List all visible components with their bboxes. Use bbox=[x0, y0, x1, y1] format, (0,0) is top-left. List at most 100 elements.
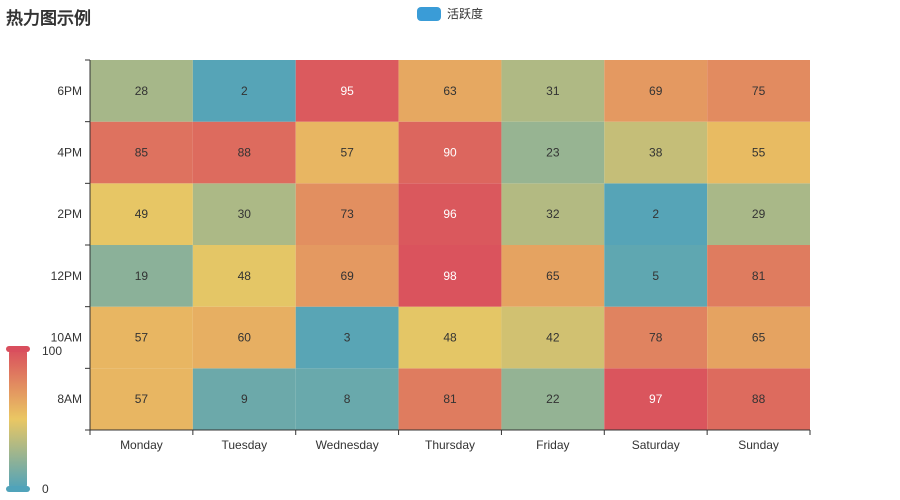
heatmap-cell-10AM-Wednesday bbox=[295, 306, 399, 369]
cell-value-label: 9 bbox=[241, 392, 248, 406]
heatmap-cell-2PM-Friday bbox=[501, 183, 605, 245]
visual-map-max-handle bbox=[6, 346, 30, 352]
cell-value-label: 22 bbox=[546, 392, 560, 406]
y-tick-label: 8AM bbox=[57, 392, 82, 406]
heatmap-cell-4PM-Thursday bbox=[398, 121, 502, 184]
heatmap-cell-6PM-Sunday bbox=[707, 60, 810, 122]
cell-value-label: 69 bbox=[340, 269, 354, 283]
heatmap-cell-6PM-Tuesday bbox=[192, 60, 296, 122]
heatmap-cell-12PM-Thursday bbox=[398, 245, 502, 307]
heatmap-cell-4PM-Wednesday bbox=[295, 121, 399, 184]
cell-value-label: 75 bbox=[752, 84, 766, 98]
heatmap-cell-12PM-Tuesday bbox=[192, 245, 296, 307]
cell-value-label: 63 bbox=[443, 84, 457, 98]
x-tick-label: Sunday bbox=[738, 438, 779, 452]
visual-map-bar bbox=[9, 349, 27, 489]
x-tick-label: Thursday bbox=[425, 438, 475, 452]
heatmap-cell-2PM-Sunday bbox=[707, 183, 810, 245]
cell-value-label: 32 bbox=[546, 207, 560, 221]
cell-value-label: 23 bbox=[546, 146, 560, 160]
cell-value-label: 65 bbox=[546, 269, 560, 283]
heatmap-cell-6PM-Saturday bbox=[604, 60, 708, 122]
heatmap-cell-12PM-Saturday bbox=[604, 245, 708, 307]
cell-value-label: 78 bbox=[649, 331, 663, 345]
x-tick-label: Monday bbox=[120, 438, 163, 452]
x-tick-label: Saturday bbox=[632, 438, 680, 452]
heatmap-cell-6PM-Wednesday bbox=[295, 60, 399, 122]
x-tick-label: Wednesday bbox=[316, 438, 379, 452]
heatmap-cell-12PM-Sunday bbox=[707, 245, 810, 307]
heatmap-cell-4PM-Sunday bbox=[707, 121, 810, 184]
heatmap-cell-8AM-Thursday bbox=[398, 368, 502, 430]
heatmap-cell-2PM-Thursday bbox=[398, 183, 502, 245]
heatmap-cell-10AM-Thursday bbox=[398, 306, 502, 369]
heatmap-cell-10AM-Friday bbox=[501, 306, 605, 369]
cell-value-label: 57 bbox=[135, 392, 149, 406]
heatmap-cell-10AM-Sunday bbox=[707, 306, 810, 369]
cell-value-label: 28 bbox=[135, 84, 149, 98]
heatmap-cell-2PM-Tuesday bbox=[192, 183, 296, 245]
cell-value-label: 48 bbox=[238, 269, 252, 283]
cell-value-label: 29 bbox=[752, 207, 766, 221]
heatmap-cell-8AM-Friday bbox=[501, 368, 605, 430]
legend[interactable]: 活跃度 bbox=[417, 5, 483, 22]
cell-value-label: 8 bbox=[344, 392, 351, 406]
cell-value-label: 31 bbox=[546, 84, 560, 98]
cell-value-label: 48 bbox=[443, 331, 457, 345]
cell-value-label: 19 bbox=[135, 269, 149, 283]
heatmap-cell-4PM-Monday bbox=[90, 121, 193, 184]
x-tick-label: Friday bbox=[536, 438, 569, 452]
cell-value-label: 96 bbox=[443, 207, 457, 221]
cell-value-label: 42 bbox=[546, 331, 560, 345]
cell-value-label: 57 bbox=[340, 146, 354, 160]
legend-label: 活跃度 bbox=[447, 7, 484, 21]
heatmap-cell-12PM-Wednesday bbox=[295, 245, 399, 307]
y-tick-label: 6PM bbox=[57, 84, 82, 98]
visual-map-min-handle bbox=[6, 486, 30, 492]
visual-map-min-label: 0 bbox=[42, 482, 49, 496]
heatmap-cell-6PM-Monday bbox=[90, 60, 193, 122]
cell-value-label: 97 bbox=[649, 392, 663, 406]
heatmap-cell-8AM-Wednesday bbox=[295, 368, 399, 430]
cell-value-label: 95 bbox=[340, 84, 354, 98]
heatmap-cell-8AM-Monday bbox=[90, 368, 193, 430]
heatmap-cell-10AM-Tuesday bbox=[192, 306, 296, 369]
cell-value-label: 30 bbox=[238, 207, 252, 221]
heatmap-cell-8AM-Tuesday bbox=[192, 368, 296, 430]
heatmap-cell-2PM-Saturday bbox=[604, 183, 708, 245]
chart-title: 热力图示例 bbox=[6, 9, 91, 29]
heatmap-cell-4PM-Friday bbox=[501, 121, 605, 184]
heatmap-cell-12PM-Friday bbox=[501, 245, 605, 307]
cell-value-label: 57 bbox=[135, 331, 149, 345]
cell-value-label: 90 bbox=[443, 146, 457, 160]
heatmap-cell-2PM-Monday bbox=[90, 183, 193, 245]
legend-swatch bbox=[417, 6, 441, 21]
cell-value-label: 88 bbox=[752, 392, 766, 406]
heatmap-cell-8AM-Sunday bbox=[707, 368, 810, 430]
cell-value-label: 60 bbox=[238, 331, 252, 345]
y-tick-label: 4PM bbox=[57, 146, 82, 160]
heatmap-cell-4PM-Tuesday bbox=[192, 121, 296, 184]
cell-value-label: 81 bbox=[752, 269, 766, 283]
cell-value-label: 3 bbox=[344, 331, 351, 345]
heatmap-cell-4PM-Saturday bbox=[604, 121, 708, 184]
heatmap-cell-6PM-Friday bbox=[501, 60, 605, 122]
cell-value-label: 55 bbox=[752, 146, 766, 160]
cell-value-label: 73 bbox=[340, 207, 354, 221]
cell-value-label: 98 bbox=[443, 269, 457, 283]
y-tick-label: 10AM bbox=[51, 331, 82, 345]
y-tick-label: 12PM bbox=[51, 269, 82, 283]
heatmap-cell-12PM-Monday bbox=[90, 245, 193, 307]
visual-map-max-label: 100 bbox=[42, 344, 62, 358]
heatmap-cell-10AM-Monday bbox=[90, 306, 193, 369]
cell-value-label: 81 bbox=[443, 392, 457, 406]
cell-value-label: 49 bbox=[135, 207, 149, 221]
heatmap-cell-2PM-Wednesday bbox=[295, 183, 399, 245]
heatmap-cell-6PM-Thursday bbox=[398, 60, 502, 122]
cell-value-label: 2 bbox=[241, 84, 248, 98]
x-tick-label: Tuesday bbox=[221, 438, 267, 452]
heatmap-cell-10AM-Saturday bbox=[604, 306, 708, 369]
cell-value-label: 65 bbox=[752, 331, 766, 345]
cell-value-label: 69 bbox=[649, 84, 663, 98]
